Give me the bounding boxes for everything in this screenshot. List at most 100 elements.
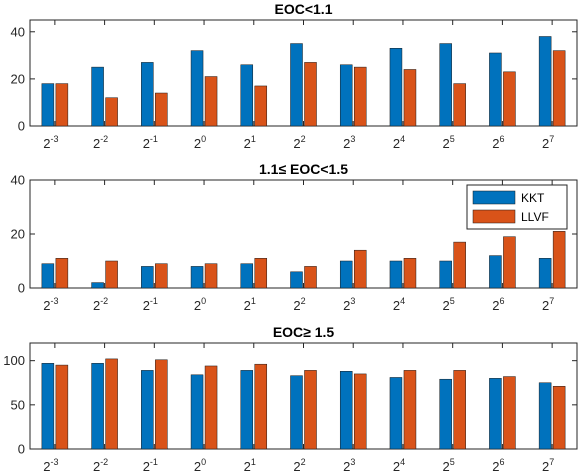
x-tick-label: 21 — [244, 296, 256, 313]
bar-llvf-1 — [55, 83, 69, 127]
x-tick-label: 22 — [293, 134, 305, 151]
bar-kkt-7 — [339, 260, 353, 289]
bar-llvf-2 — [105, 97, 118, 127]
legend-swatch-llvf — [472, 209, 516, 224]
x-tick-label: 24 — [393, 457, 405, 471]
bar-llvf-8 — [403, 69, 417, 127]
x-tick-label: 2-2 — [93, 296, 108, 313]
x-tick-label: 27 — [542, 134, 554, 151]
bar-kkt-2 — [91, 66, 104, 127]
y-tick-label: 40 — [11, 173, 25, 188]
y-tick-label: 0 — [18, 442, 25, 457]
legend-label-llvf: LLVF — [521, 210, 549, 224]
bar-llvf-4 — [204, 263, 218, 289]
bar-llvf-3 — [155, 359, 168, 450]
bar-kkt-5 — [240, 64, 254, 127]
x-tick-label: 23 — [343, 296, 355, 313]
x-tick-label: 2-2 — [93, 134, 108, 151]
bar-llvf-6 — [304, 62, 317, 127]
bar-kkt-9 — [439, 43, 452, 127]
bar-llvf-8 — [403, 258, 417, 289]
chart-panel-2: 1.1≤ EOC<1.5 0 20 40 2-3 2-2 2-1 20 21 22 23 24 25 26… — [11, 161, 578, 313]
x-tick-label: 23 — [343, 134, 355, 151]
x-tick-label: 25 — [443, 296, 455, 313]
y-tick-label: 50 — [11, 397, 25, 412]
x-tick-label: 2-1 — [143, 296, 158, 313]
y-tick-label: 0 — [18, 281, 25, 296]
bar-kkt-2 — [91, 363, 104, 450]
x-tick-label: 24 — [393, 296, 405, 313]
x-tick-label: 27 — [542, 457, 554, 471]
bar-kkt-2 — [91, 282, 104, 289]
x-tick-label: 24 — [393, 134, 405, 151]
bar-llvf-11 — [552, 50, 566, 127]
y-tick-label: 40 — [11, 24, 25, 39]
bar-kkt-10 — [489, 52, 502, 127]
bar-llvf-9 — [453, 83, 466, 127]
bar-kkt-1 — [41, 363, 55, 450]
bar-llvf-10 — [503, 376, 516, 450]
bar-kkt-10 — [489, 378, 502, 450]
bar-kkt-3 — [141, 62, 154, 127]
bar-kkt-8 — [389, 377, 403, 450]
bar-llvf-2 — [105, 358, 118, 450]
bar-llvf-3 — [155, 92, 168, 127]
bar-kkt-9 — [439, 378, 452, 450]
bar-kkt-6 — [290, 43, 303, 127]
bar-kkt-11 — [538, 382, 552, 450]
bar-llvf-1 — [55, 258, 69, 289]
bar-llvf-6 — [304, 266, 317, 289]
x-tick-label: 27 — [542, 296, 554, 313]
bar-kkt-3 — [141, 266, 154, 289]
bar-llvf-9 — [453, 370, 466, 450]
bar-kkt-7 — [339, 64, 353, 127]
chart-title: EOC<1.1 — [275, 1, 333, 17]
bar-llvf-10 — [503, 71, 516, 127]
x-tick-label: 20 — [194, 134, 206, 151]
x-tick-label: 2-2 — [93, 457, 108, 471]
bar-kkt-11 — [538, 258, 552, 289]
bar-llvf-1 — [55, 364, 69, 450]
bar-kkt-6 — [290, 375, 303, 450]
bar-llvf-11 — [552, 386, 566, 450]
bar-kkt-1 — [41, 83, 55, 127]
bar-kkt-4 — [190, 266, 204, 289]
x-tick-label: 26 — [492, 457, 504, 471]
bar-llvf-4 — [204, 365, 218, 450]
bar-llvf-8 — [403, 370, 417, 450]
bar-kkt-6 — [290, 271, 303, 289]
x-tick-label: 2-1 — [143, 457, 158, 471]
bar-llvf-5 — [254, 85, 268, 127]
x-tick-label: 25 — [443, 457, 455, 471]
chart-title: EOC≥ 1.5 — [273, 324, 335, 340]
bar-llvf-7 — [353, 373, 367, 450]
y-tick-label: 20 — [11, 227, 25, 242]
bar-kkt-5 — [240, 263, 254, 289]
x-tick-label: 25 — [443, 134, 455, 151]
bar-kkt-4 — [190, 50, 204, 127]
x-tick-label: 2-3 — [43, 457, 58, 471]
bar-llvf-7 — [353, 66, 367, 127]
bar-kkt-11 — [538, 36, 552, 127]
legend-label-kkt: KKT — [521, 191, 545, 205]
chart-panel-1: EOC<1.1 0 20 40 2-3 2-2 2-1 20 21 22 23 24 25 26 27 — [11, 1, 578, 151]
x-tick-label: 21 — [244, 457, 256, 471]
bar-llvf-5 — [254, 258, 268, 289]
bar-llvf-9 — [453, 241, 466, 289]
y-tick-label: 0 — [18, 119, 25, 134]
bar-kkt-5 — [240, 370, 254, 450]
bar-llvf-7 — [353, 249, 367, 289]
x-tick-label: 21 — [244, 134, 256, 151]
bar-llvf-6 — [304, 370, 317, 450]
bar-kkt-8 — [389, 48, 403, 127]
legend: KKT LLVF — [466, 184, 568, 230]
bar-llvf-3 — [155, 263, 168, 289]
x-tick-label: 23 — [343, 457, 355, 471]
chart-panel-3: EOC≥ 1.5 0 50 100 2-3 2-2 2-1 20 21 22 23 24 25 26 27 — [3, 324, 578, 471]
bar-llvf-5 — [254, 363, 268, 450]
x-tick-label: 20 — [194, 296, 206, 313]
x-tick-label: 22 — [293, 457, 305, 471]
x-tick-label: 26 — [492, 134, 504, 151]
bar-llvf-4 — [204, 76, 218, 127]
